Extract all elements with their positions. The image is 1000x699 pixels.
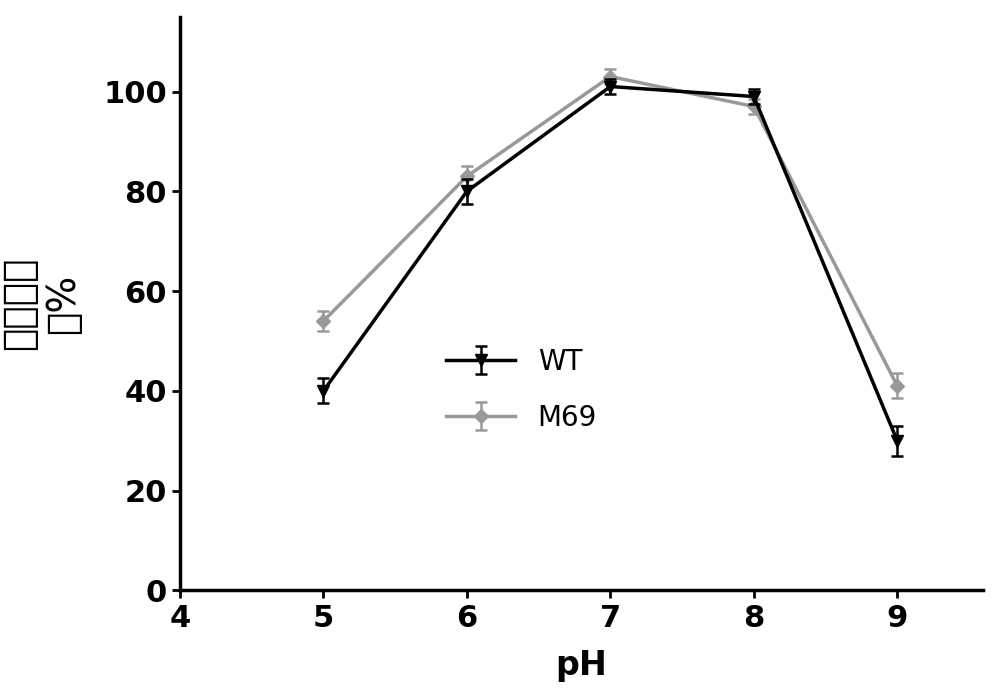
- Legend: WT, M69: WT, M69: [435, 337, 608, 442]
- Y-axis label: 相对酶活
／%: 相对酶活 ／%: [0, 257, 82, 350]
- X-axis label: pH: pH: [556, 649, 608, 682]
